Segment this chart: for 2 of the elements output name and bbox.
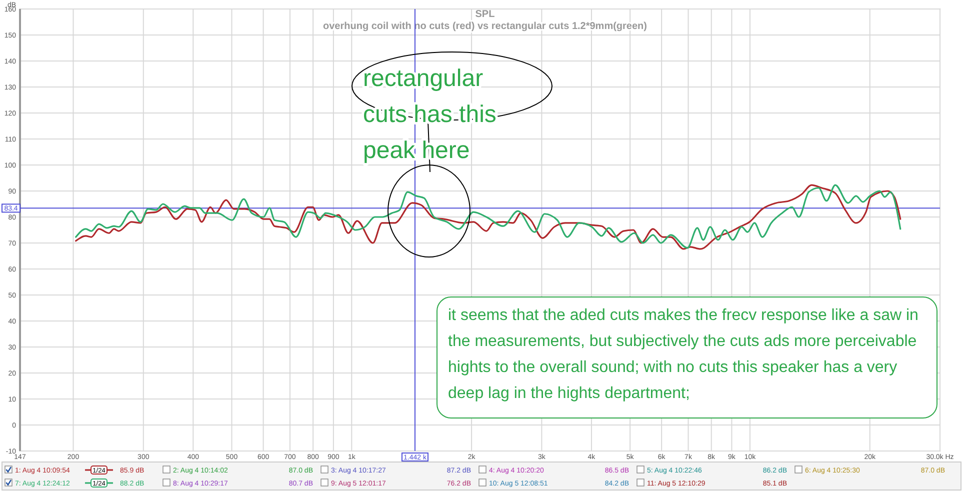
chart-title: SPL xyxy=(475,9,495,20)
annotation: it seems that the aded cuts makes the frecv response like a saw in the measurements, but subjectively the cuts ads more perceivable hights to the overall sound; with no cuts this speaker has a very deep lag in the hights department; xyxy=(448,307,918,402)
